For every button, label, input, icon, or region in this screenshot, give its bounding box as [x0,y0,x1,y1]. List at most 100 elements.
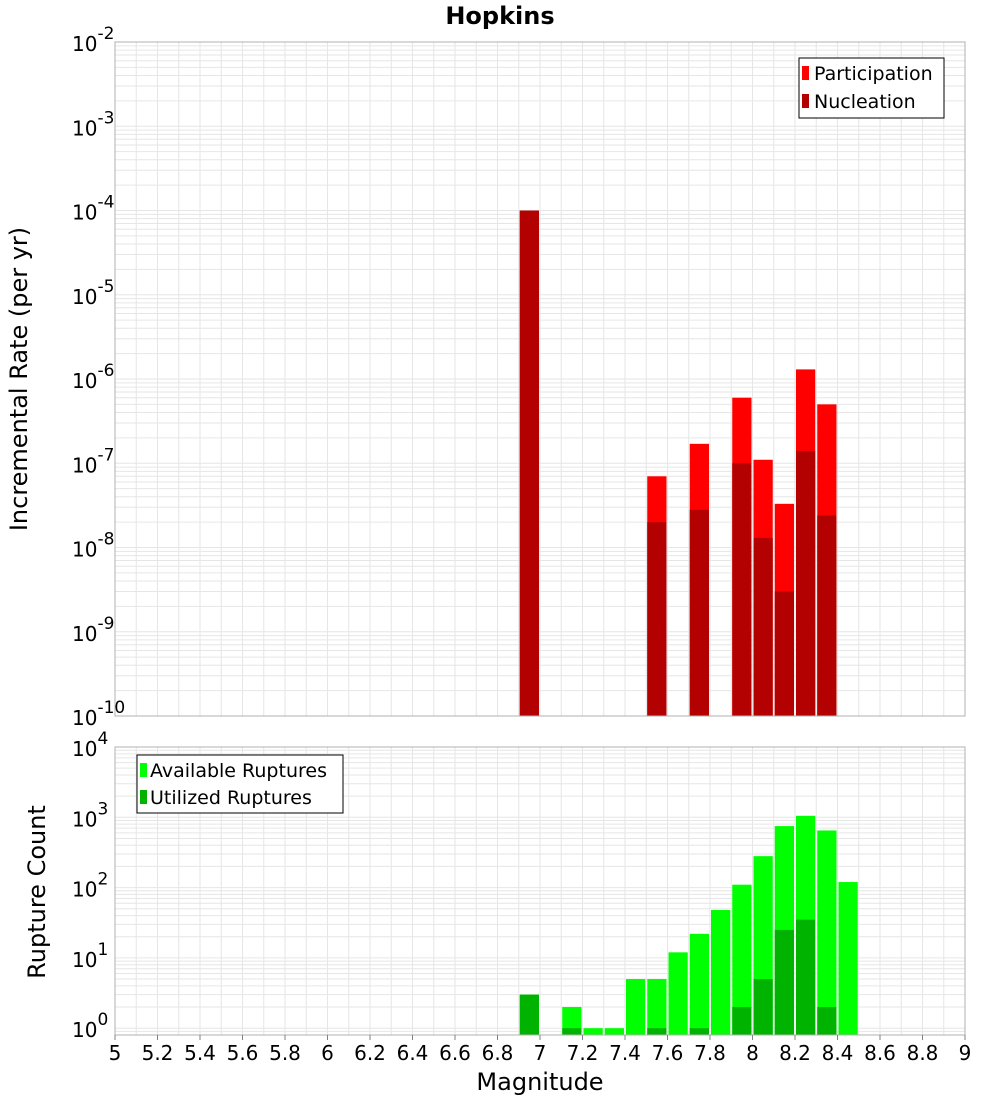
rate-y-tick-exponent: -6 [97,361,114,381]
x-tick-label: 5 [109,1041,122,1065]
count-y-tick-base: 10 [72,878,97,902]
rate-y-tick-base: 10 [72,116,97,140]
count-bar-available-ruptures [604,1028,624,1035]
x-ticks: 5 5.2 5.4 5.6 5.8 6 6.2 6.4 6.6 6.8 7 7.2 7.4 7.6 7.8 8… [109,1035,971,1065]
rate-y-tick-label: 10-8 [72,530,114,562]
rate-bar-nucleation [647,522,667,716]
count-bar-available-ruptures [583,1028,603,1035]
count-bar-available-ruptures [838,882,858,1035]
count-y-axis-label: Rupture Count [23,805,51,979]
count-bars [519,815,858,1035]
x-tick-label: 8.8 [907,1041,939,1065]
count-bar-available-ruptures [711,910,731,1035]
rate-y-tick-exponent: -3 [97,108,114,128]
participation-legend-swatch [802,66,809,80]
rate-y-tick-base: 10 [72,706,97,730]
rate-y-tick-exponent: -8 [97,530,114,550]
rate-legend-box [798,57,945,119]
x-tick-label: 8.4 [822,1041,854,1065]
count-bar-utilized-ruptures [562,1028,582,1035]
count-y-tick-exponent: 1 [97,940,108,960]
x-tick-label: 5.6 [227,1041,259,1065]
count-y-tick-label: 103 [72,799,108,831]
participation-legend-label: Participation [814,63,933,85]
rate-y-tick-label: 10-3 [72,108,114,140]
count-y-tick-exponent: 4 [97,729,108,749]
count-bar-utilized-ruptures [689,1028,709,1035]
rate-y-tick-base: 10 [72,622,97,646]
x-tick-label: 7.6 [652,1041,684,1065]
count-bar-utilized-ruptures [753,979,773,1035]
rate-bar-nucleation [519,210,539,716]
utilized-legend-swatch [140,790,147,804]
x-tick-label: 6.4 [397,1041,429,1065]
rate-bar-nucleation [796,450,816,716]
nucleation-legend-swatch [802,94,809,108]
count-bar-available-ruptures [732,884,752,1035]
rate-y-tick-label: 10-4 [72,193,114,225]
rate-y-tick-exponent: -5 [97,277,114,297]
rate-y-tick-label: 10-10 [72,698,125,730]
x-tick-label: 5.2 [142,1041,174,1065]
rate-y-tick-base: 10 [72,369,97,393]
rate-y-tick-base: 10 [72,201,97,225]
count-y-tick-exponent: 3 [97,799,108,819]
count-bar-available-ruptures [626,979,646,1035]
count-bar-utilized-ruptures [519,994,539,1035]
x-tick-label: 5.4 [184,1041,216,1065]
count-bar-utilized-ruptures [796,919,816,1035]
rate-y-tick-base: 10 [72,32,97,56]
rate-bars [519,210,837,716]
x-tick-label: 8.6 [864,1041,896,1065]
rate-bar-nucleation [774,591,794,716]
count-y-tick-base: 10 [72,737,97,761]
count-y-tick-label: 101 [72,940,108,972]
count-y-tick-base: 10 [72,807,97,831]
count-bar-available-ruptures [817,830,837,1035]
rate-y-tick-exponent: -9 [97,614,114,634]
x-tick-label: 7.8 [694,1041,726,1065]
x-tick-label: 8 [746,1041,759,1065]
rate-y-tick-exponent: -4 [97,193,114,213]
x-tick-label: 6.8 [482,1041,514,1065]
x-tick-label: 5.8 [269,1041,301,1065]
rate-bar-nucleation [689,509,709,716]
rate-grid [115,42,965,716]
count-y-tick-exponent: 0 [97,1010,108,1030]
count-legend-box [136,754,344,814]
count-y-tick-label: 100 [72,1010,108,1042]
rate-y-tick-label: 10-9 [72,614,114,646]
x-tick-label: 6 [321,1041,334,1065]
count-legend: Available Ruptures Utilized Ruptures [136,754,344,814]
rate-bar-nucleation [732,463,752,716]
count-y-tick-label: 104 [72,729,108,761]
rate-y-tick-base: 10 [72,453,97,477]
utilized-legend-label: Utilized Ruptures [150,787,312,809]
x-tick-label: 7.2 [567,1041,599,1065]
count-bar-available-ruptures [689,933,709,1035]
nucleation-legend-label: Nucleation [814,91,916,113]
count-y-tick-base: 10 [72,1018,97,1042]
x-tick-label: 7 [534,1041,547,1065]
rate-legend: Participation Nucleation [798,57,945,119]
rate-y-tick-label: 10-5 [72,277,114,309]
count-bar-utilized-ruptures [732,1007,752,1035]
x-tick-label: 8.2 [779,1041,811,1065]
rate-bar-nucleation [817,515,837,716]
rate-plot-border [114,41,966,717]
rate-y-tick-label: 10-7 [72,445,114,477]
count-bar-available-ruptures [562,1007,582,1035]
available-legend-swatch [140,763,147,777]
count-bar-utilized-ruptures [817,1007,837,1035]
count-y-tick-base: 10 [72,948,97,972]
x-tick-label: 6.6 [439,1041,471,1065]
available-legend-label: Available Ruptures [150,760,327,782]
rate-y-tick-label: 10-6 [72,361,114,393]
rate-y-tick-label: 10-2 [72,24,114,56]
chart-title: Hopkins [445,2,554,30]
